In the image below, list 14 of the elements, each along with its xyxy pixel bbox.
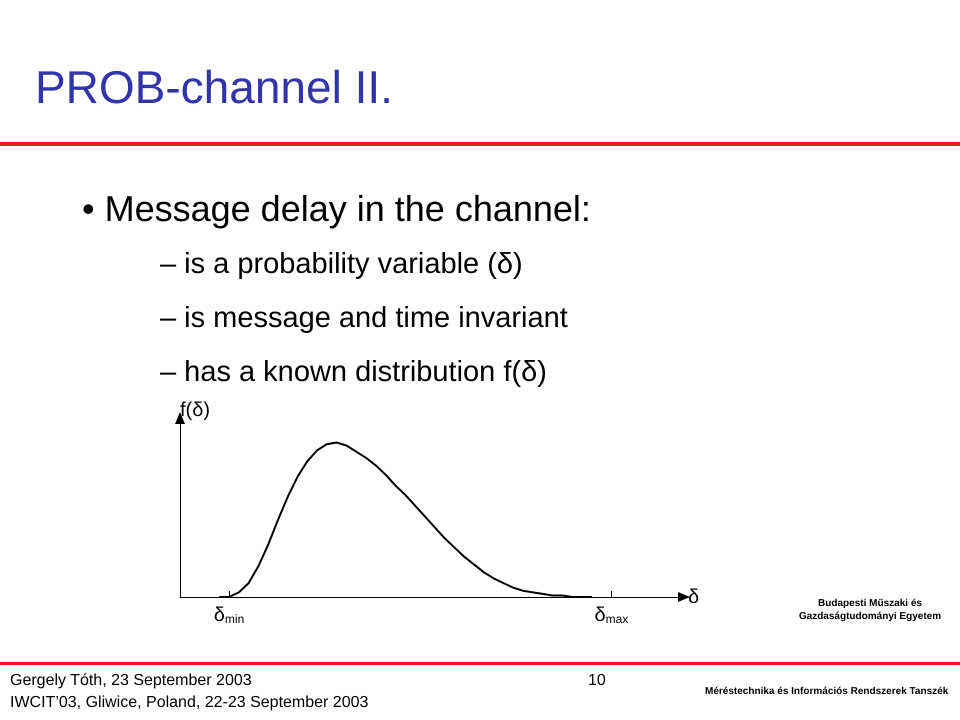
text: – is a probability variable (δ) bbox=[160, 248, 523, 281]
x-axis-title: δ bbox=[688, 586, 700, 608]
chart-title: PROB-channel II. bbox=[35, 60, 393, 114]
text: – is message and time invariant bbox=[160, 302, 568, 335]
text: • Message delay in the channel: bbox=[82, 188, 591, 230]
text: Gergely Tóth, 23 September 2003 bbox=[10, 672, 252, 690]
y-axis-title: f(δ) bbox=[180, 399, 210, 421]
x-tick-label: δmax bbox=[594, 604, 628, 626]
text: – has a known distribution f(δ) bbox=[160, 356, 547, 389]
text: 10 bbox=[588, 672, 606, 690]
text: IWCIT’03, Gliwice, Poland, 22-23 September 2003 bbox=[10, 694, 368, 712]
text: Méréstechnika és Információs Rendszerek Tanszék bbox=[705, 686, 948, 697]
x-tick-label: δmin bbox=[214, 604, 244, 626]
text: Budapesti Műszaki és Gazdaságtudományi Egyetem bbox=[798, 597, 942, 623]
